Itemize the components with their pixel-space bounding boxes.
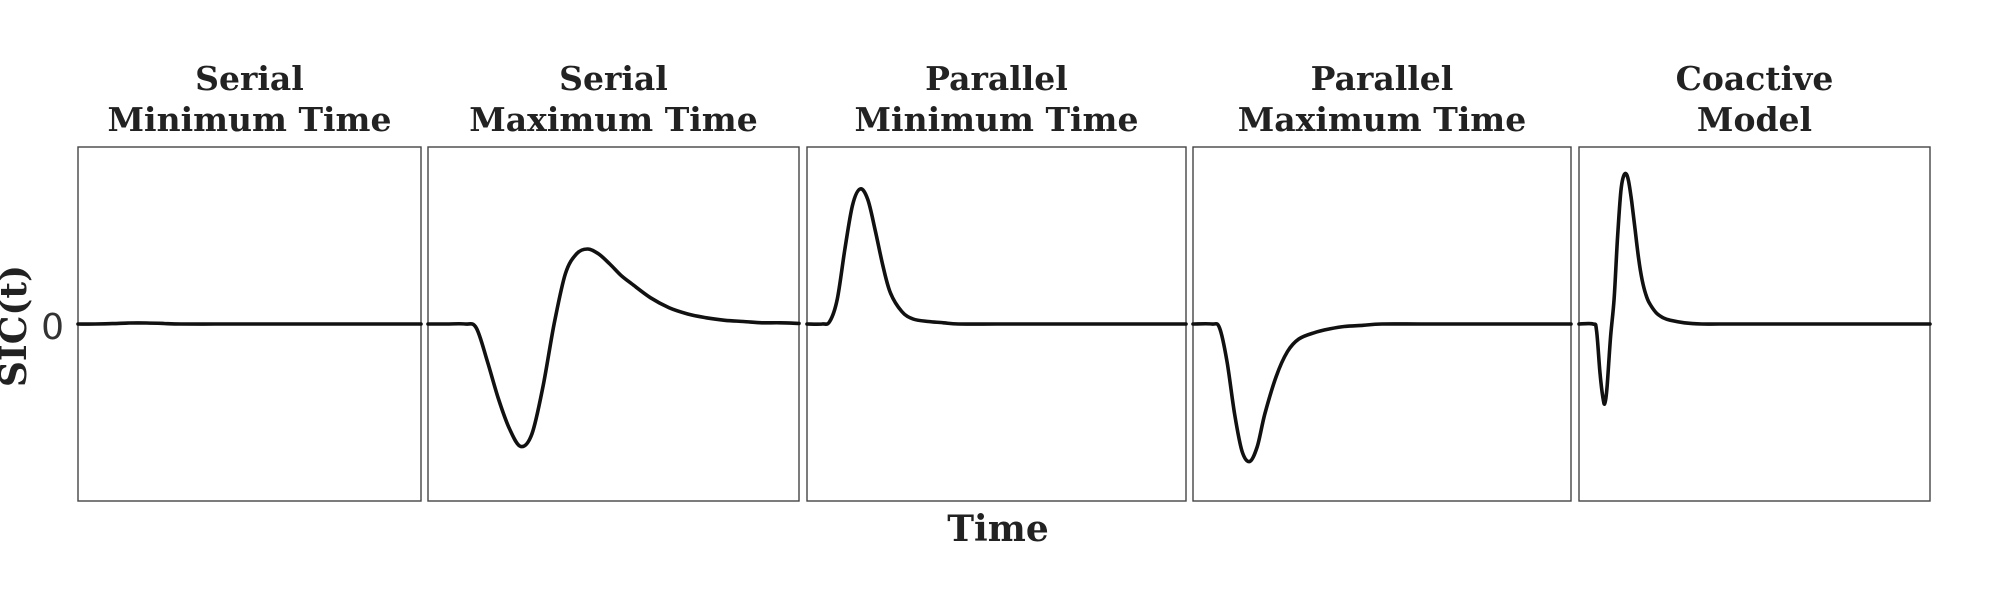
- panel-2-title-line-2: Maximum Time: [469, 100, 757, 139]
- x-axis-label: Time: [947, 508, 1048, 550]
- panel-1-sic-curve-1: [76, 321, 423, 326]
- panel-5-title-line-1: Coactive: [1676, 59, 1834, 98]
- panel-2-frame: [427, 146, 800, 502]
- panel-5-title-line-2: Model: [1697, 100, 1812, 139]
- panel-4-sic-curve-1: [1191, 321, 1573, 464]
- panel-4-title-line-1: Parallel: [1311, 59, 1454, 98]
- panel-5-sic-curve-1: [1577, 171, 1932, 406]
- panel-3-sic-curve-1: [805, 187, 1188, 326]
- y-tick-label-zero: 0: [41, 307, 64, 348]
- panel-2-sic-curve-1: [426, 247, 801, 449]
- panel-1-title-line-1: Serial: [195, 59, 304, 98]
- y-axis-label: SIC(t): [0, 265, 35, 387]
- panel-4-title-line-2: Maximum Time: [1238, 100, 1526, 139]
- panel-2-title-line-1: Serial: [559, 59, 668, 98]
- panel-3-title-line-2: Minimum Time: [855, 100, 1139, 139]
- panel-3-title-line-1: Parallel: [925, 59, 1068, 98]
- panel-1-title-line-2: Minimum Time: [108, 100, 392, 139]
